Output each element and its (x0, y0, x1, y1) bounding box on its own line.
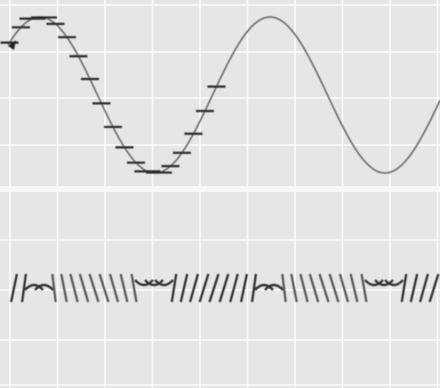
trace-divider (0, 186, 440, 192)
screen-background (0, 0, 440, 388)
oscilloscope-screen (0, 0, 440, 388)
page: (() => { const NS = 'http://www.w3.org/2… (0, 0, 440, 388)
